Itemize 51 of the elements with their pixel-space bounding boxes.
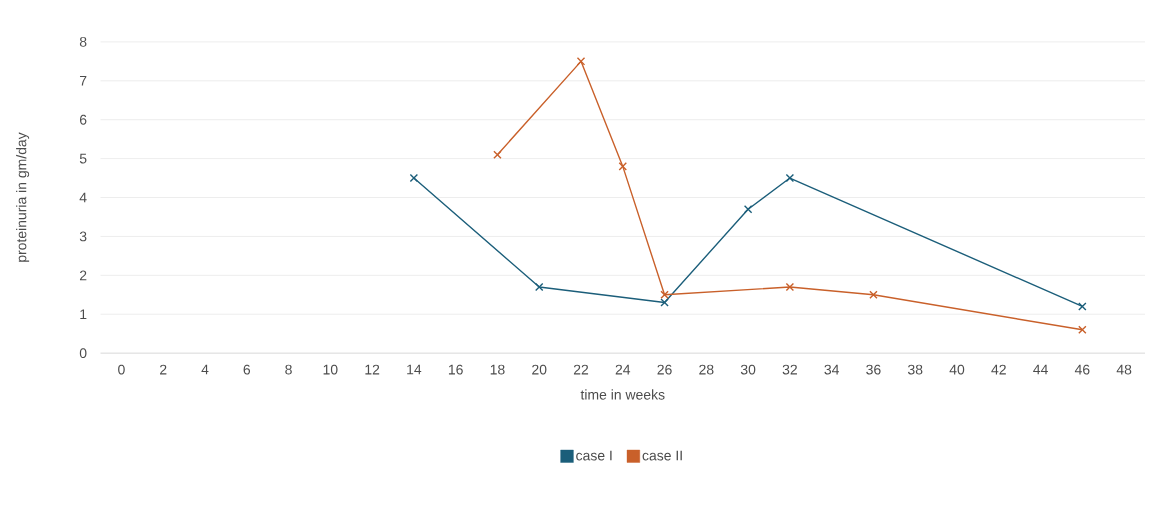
point [660, 298, 669, 307]
x-tick-label: 34 [824, 364, 840, 375]
x-tick-label: 2 [160, 364, 167, 375]
point [660, 290, 669, 300]
x-tick-label: 12 [365, 364, 380, 375]
legend-label: case I [576, 450, 612, 461]
x-tick-label: 42 [991, 364, 1006, 375]
x-tick-label: 20 [532, 364, 547, 375]
x-axis-title: time in weeks [580, 389, 665, 400]
point [534, 282, 544, 292]
y-tick-label: 6 [79, 114, 87, 125]
x-tick-label: 16 [448, 364, 463, 375]
x-tick-label: 44 [1033, 364, 1048, 375]
x-tick-label: 6 [243, 364, 251, 375]
x-tick-label: 28 [699, 364, 714, 375]
x-tick-label: 18 [490, 364, 505, 375]
x-tick-label: 40 [949, 364, 965, 375]
point [869, 290, 878, 300]
x-tick-label: 30 [740, 364, 756, 375]
point [785, 173, 795, 183]
point [1078, 325, 1087, 335]
point [409, 173, 419, 183]
x-tick-label: 24 [615, 364, 631, 375]
point [1078, 302, 1087, 311]
y-tick-label: 1 [80, 309, 87, 320]
y-tick-label: 3 [79, 231, 87, 242]
legend-label: case II [642, 450, 682, 461]
y-tick-label: 0 [79, 348, 87, 359]
x-tick-label: 8 [285, 364, 292, 375]
y-tick-label: 4 [79, 192, 87, 203]
y-tick-label: 8 [79, 37, 87, 47]
x-tick-label: 38 [907, 364, 923, 375]
x-tick-label: 14 [407, 364, 422, 375]
x-tick-label: 32 [782, 364, 797, 375]
x-tick-label: 48 [1116, 364, 1132, 375]
x-tick-label: 10 [323, 364, 338, 375]
x-tick-label: 0 [118, 364, 125, 375]
point [618, 162, 627, 171]
point [576, 57, 586, 66]
point [785, 282, 795, 292]
y-tick-label: 5 [79, 153, 87, 164]
point [493, 150, 502, 160]
y-tick-label: 2 [79, 270, 87, 281]
x-tick-label: 26 [657, 364, 672, 375]
x-tick-label: 4 [201, 364, 209, 375]
x-tick-label: 36 [866, 364, 881, 375]
y-axis-title: proteinuria in gm/day [16, 132, 30, 262]
y-tick-label: 7 [79, 76, 87, 86]
x-tick-label: 22 [573, 364, 589, 375]
point [743, 205, 753, 214]
x-tick-label: 46 [1074, 364, 1090, 375]
